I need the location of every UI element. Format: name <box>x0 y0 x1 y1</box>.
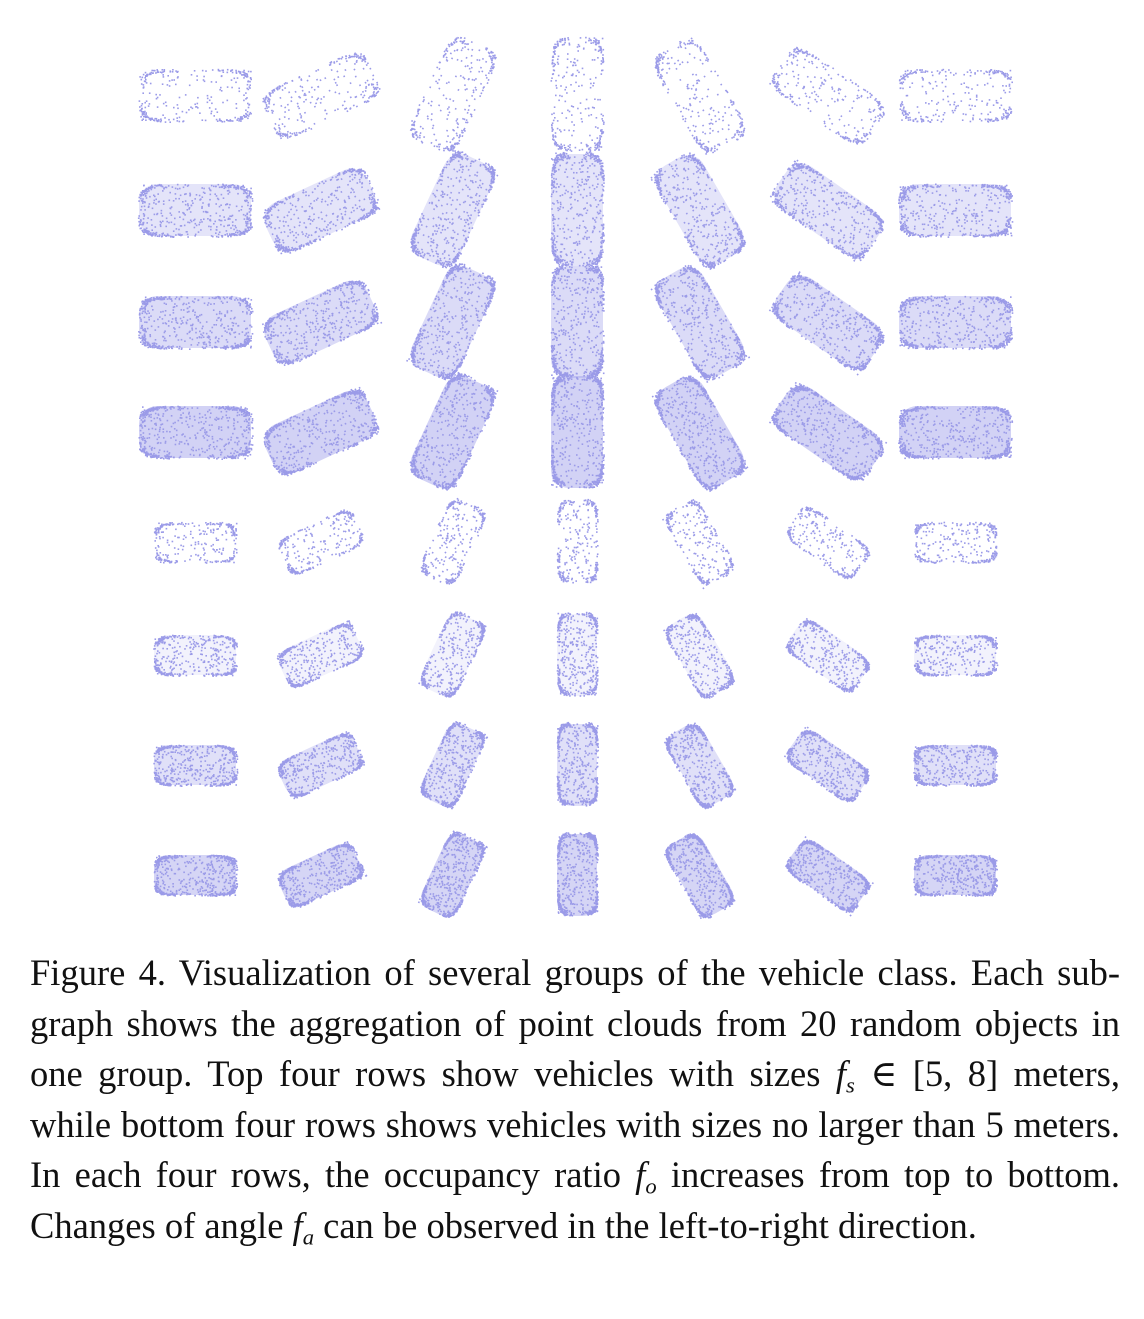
vehicle-point-cloud-r4-c3 <box>404 368 502 495</box>
vehicle-point-cloud-r8-c1 <box>154 855 238 897</box>
vehicle-point-cloud-r1-c4 <box>551 37 605 152</box>
vehicle-point-cloud-r3-c6 <box>766 268 891 378</box>
vehicle-point-cloud-r7-c2 <box>274 728 369 802</box>
vehicle-point-cloud-r6-c6 <box>782 615 875 698</box>
vehicle-point-cloud-r2-c1 <box>138 184 254 238</box>
vehicle-point-cloud-r7-c1 <box>153 745 238 787</box>
vehicle-point-cloud-r4-c7 <box>898 406 1013 460</box>
vehicle-point-cloud-r6-c2 <box>274 619 368 693</box>
vehicle-point-cloud-r4-c4 <box>551 374 605 489</box>
vehicle-point-cloud-r1-c6 <box>766 41 891 151</box>
vehicle-point-cloud-r7-c3 <box>416 718 490 812</box>
vehicle-point-cloud-r7-c7 <box>913 745 998 787</box>
vehicle-point-cloud-r4-c2 <box>257 384 384 482</box>
vehicle-point-cloud-r5-c3 <box>416 494 490 589</box>
vehicle-point-cloud-r8-c4 <box>557 832 599 916</box>
vehicle-point-cloud-r2-c2 <box>258 162 385 260</box>
vehicle-point-cloud-r1-c1 <box>139 69 252 123</box>
vehicle-point-cloud-r6-c7 <box>914 635 998 677</box>
math-f-s: fs <box>836 1053 855 1094</box>
vehicle-point-cloud-r5-c7 <box>914 522 997 564</box>
vehicle-point-cloud-r4-c6 <box>765 378 890 488</box>
vehicle-point-cloud-r5-c6 <box>782 502 875 585</box>
vehicle-point-cloud-r5-c2 <box>274 506 368 579</box>
vehicle-point-cloud-r5-c1 <box>154 522 238 564</box>
vehicle-point-cloud-r7-c4 <box>557 722 599 807</box>
figure-caption: Figure 4. Visualization of several group… <box>30 948 1120 1252</box>
vehicle-point-cloud-r8-c6 <box>781 834 875 917</box>
vehicle-point-cloud-r2-c5 <box>647 148 751 274</box>
vehicle-point-cloud-r4-c5 <box>647 370 752 497</box>
vehicle-point-cloud-r8-c7 <box>913 855 998 897</box>
vehicle-point-cloud-r6-c4 <box>557 612 599 697</box>
vehicle-point-cloud-r3-c1 <box>138 296 253 350</box>
vehicle-point-cloud-r1-c2 <box>258 47 384 144</box>
vehicle-point-cloud-r6-c5 <box>661 609 740 703</box>
caption-label: Figure 4. <box>30 952 166 993</box>
vehicle-point-cloud-r1-c7 <box>899 69 1013 123</box>
vehicle-point-cloud-r8-c2 <box>274 838 369 912</box>
vehicle-point-cloud-r7-c6 <box>782 725 875 808</box>
vehicle-point-cloud-r8-c5 <box>660 829 739 923</box>
vehicle-point-cloud-r3-c5 <box>647 260 752 387</box>
math-f-a: fa <box>293 1205 314 1246</box>
vehicle-point-cloud-r2-c4 <box>551 152 605 267</box>
vehicle-point-cloud-r6-c1 <box>153 635 238 677</box>
vehicle-point-cloud-r4-c1 <box>139 406 254 460</box>
vehicle-point-cloud-r1-c3 <box>405 32 502 159</box>
vehicle-point-cloud-r3-c3 <box>404 258 502 385</box>
vehicle-point-cloud-r3-c2 <box>257 273 384 371</box>
vehicle-point-cloud-r5-c5 <box>660 496 739 591</box>
vehicle-point-cloud-r3-c7 <box>898 296 1013 351</box>
vehicle-point-cloud-r2-c7 <box>898 184 1013 238</box>
math-f-o: fo <box>635 1154 656 1195</box>
vehicle-point-cloud-r1-c5 <box>647 33 751 160</box>
vehicle-point-cloud-r7-c5 <box>660 719 739 814</box>
caption-text-4: can be observed in the left-to-right dir… <box>314 1205 977 1246</box>
vehicle-point-cloud-r6-c3 <box>416 607 490 702</box>
vehicle-point-cloud-r2-c6 <box>765 156 890 266</box>
vehicle-point-cloud-r3-c4 <box>551 263 605 379</box>
vehicle-point-cloud-r5-c4 <box>557 499 599 584</box>
vehicle-point-cloud-r8-c3 <box>416 827 490 922</box>
point-cloud-grid-figure <box>0 0 1144 940</box>
vehicle-point-cloud-r2-c3 <box>404 146 501 273</box>
